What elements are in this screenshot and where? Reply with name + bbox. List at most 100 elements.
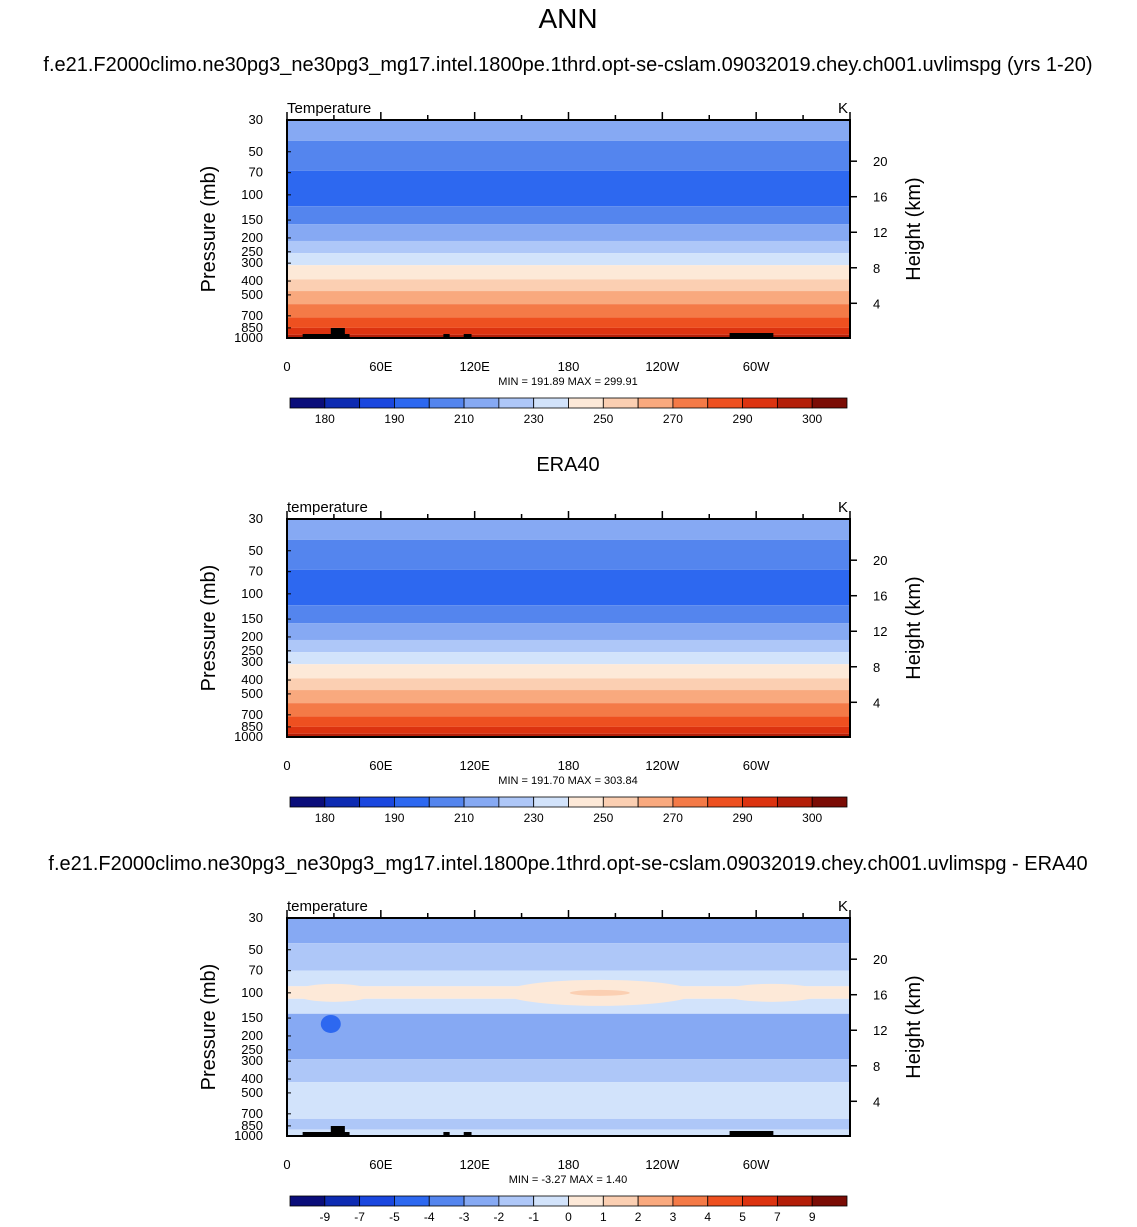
panel-heading: f.e21.F2000climo.ne30pg3_ne30pg3_mg17.in… (43, 54, 1092, 76)
y-tick-label: 150 (241, 611, 263, 626)
y-axis-title: Pressure (mb) (198, 565, 220, 692)
colorbar-label: -7 (354, 1210, 365, 1224)
topography-mask (729, 1131, 774, 1136)
colorbar-swatch (707, 397, 743, 409)
colorbar-label: 290 (733, 412, 753, 426)
contour-band (287, 970, 850, 987)
right-tick-label: 8 (873, 261, 880, 276)
contour-band (287, 120, 850, 141)
contour-band (287, 639, 850, 653)
y-tick-label: 30 (249, 910, 263, 925)
colorbar-swatch (394, 796, 430, 808)
contour-band (287, 519, 850, 540)
topography-mask (330, 328, 345, 338)
right-tick-label: 16 (873, 988, 887, 1003)
contour-band (287, 1013, 850, 1060)
x-tick-label: 120E (459, 1157, 490, 1172)
colorbar-swatch (707, 796, 743, 808)
colorbar-swatch (289, 397, 326, 409)
y-tick-label: 300 (241, 654, 263, 669)
colorbar-label: 300 (802, 811, 822, 825)
y-tick-label: 850 (241, 1118, 263, 1133)
right-tick-label: 4 (873, 296, 880, 311)
panel-difference: f.e21.F2000climo.ne30pg3_ne30pg3_mg17.in… (48, 853, 1087, 1224)
colorbar-label: 190 (384, 811, 404, 825)
x-tick-label: 120E (459, 359, 490, 374)
colorbar-label: 7 (774, 1210, 781, 1224)
right-tick-label: 20 (873, 952, 887, 967)
contour-band (287, 733, 850, 737)
contour-band (287, 327, 850, 335)
colorbar-swatch (672, 1195, 709, 1207)
x-tick-label: 60E (369, 758, 392, 773)
y-tick-label: 150 (241, 1010, 263, 1025)
units-label: K (838, 898, 848, 915)
colorbar-swatch (568, 397, 604, 409)
colorbar-swatch (533, 796, 569, 808)
y-tick-label: 700 (241, 308, 263, 323)
y-tick-label: 200 (241, 230, 263, 245)
colorbar-swatch (776, 1195, 813, 1207)
right-tick-label: 8 (873, 1059, 880, 1074)
contour-band (287, 291, 850, 305)
right-tick-label: 4 (873, 695, 880, 710)
colorbar-swatch (498, 1195, 535, 1207)
contour-band (287, 140, 850, 171)
y-tick-label: 300 (241, 1053, 263, 1068)
y-tick-label: 500 (241, 1085, 263, 1100)
positive-anomaly-patch (293, 983, 374, 1002)
right-axis-title: Height (km) (903, 576, 925, 679)
colorbar-label: 180 (315, 811, 335, 825)
x-tick-label: 180 (558, 758, 580, 773)
colorbar-swatch (463, 796, 500, 808)
colorbar-swatch (672, 796, 709, 808)
y-tick-label: 500 (241, 686, 263, 701)
colorbar-label: 270 (663, 412, 683, 426)
colorbar-label: -4 (424, 1210, 435, 1224)
y-tick-label: 400 (241, 273, 263, 288)
negative-anomaly-patch (320, 1014, 341, 1033)
colorbar-label: 180 (315, 412, 335, 426)
right-tick-label: 12 (873, 1023, 887, 1038)
colorbar-swatch (463, 397, 500, 409)
colorbar-swatch (428, 397, 465, 409)
contour-band (287, 224, 850, 241)
y-tick-label: 150 (241, 212, 263, 227)
x-tick-label: 0 (283, 359, 290, 374)
y-tick-label: 1000 (234, 330, 263, 345)
right-tick-label: 8 (873, 660, 880, 675)
right-tick-label: 12 (873, 225, 887, 240)
colorbar-label: -3 (459, 1210, 470, 1224)
colorbar-swatch (498, 796, 535, 808)
panel-era40: ERA40 temperature K 0 60E 120E 180 120W 60W 30 50 7… (198, 454, 925, 825)
x-tick-label: 0 (283, 1157, 290, 1172)
contour-band (287, 678, 850, 691)
colorbar-swatch (324, 796, 361, 808)
contour-band (287, 690, 850, 704)
y-tick-label: 50 (249, 942, 263, 957)
right-axis-title: Height (km) (903, 177, 925, 280)
x-tick-label: 120W (645, 758, 680, 773)
colorbar-swatch (672, 397, 709, 409)
y-tick-label: 50 (249, 144, 263, 159)
contour-band (287, 253, 850, 266)
contour-band (287, 703, 850, 717)
x-tick-label: 120W (645, 1157, 680, 1172)
min-max-stats: MIN = 191.70 MAX = 303.84 (498, 775, 637, 787)
y-tick-label: 300 (241, 255, 263, 270)
topography-mask (443, 334, 450, 338)
field-label: temperature (287, 898, 368, 915)
contour-band (287, 1059, 850, 1083)
right-tick-label: 16 (873, 190, 887, 205)
field-label: temperature (287, 499, 368, 516)
colorbar-swatch (637, 397, 674, 409)
y-tick-label: 400 (241, 672, 263, 687)
contour-band (287, 998, 850, 1014)
x-tick-label: 60W (743, 359, 770, 374)
y-tick-label: 100 (241, 586, 263, 601)
colorbar-label: 2 (635, 1210, 642, 1224)
contour-band (287, 1082, 850, 1119)
colorbar-swatch (533, 1195, 569, 1207)
colorbar-label: 9 (809, 1210, 816, 1224)
x-tick-label: 120E (459, 758, 490, 773)
